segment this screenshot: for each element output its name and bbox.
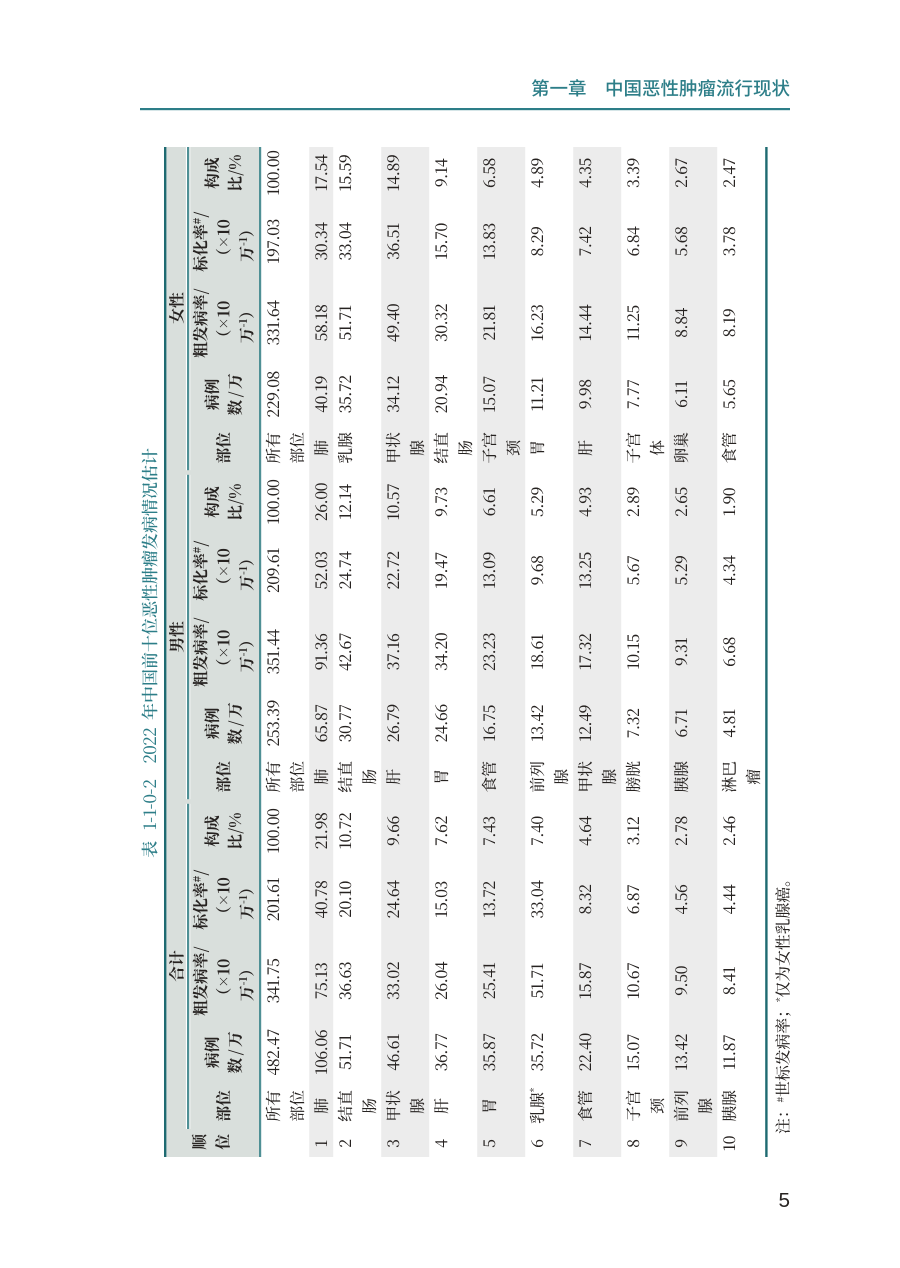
svg-text:5: 5 bbox=[779, 1189, 791, 1212]
